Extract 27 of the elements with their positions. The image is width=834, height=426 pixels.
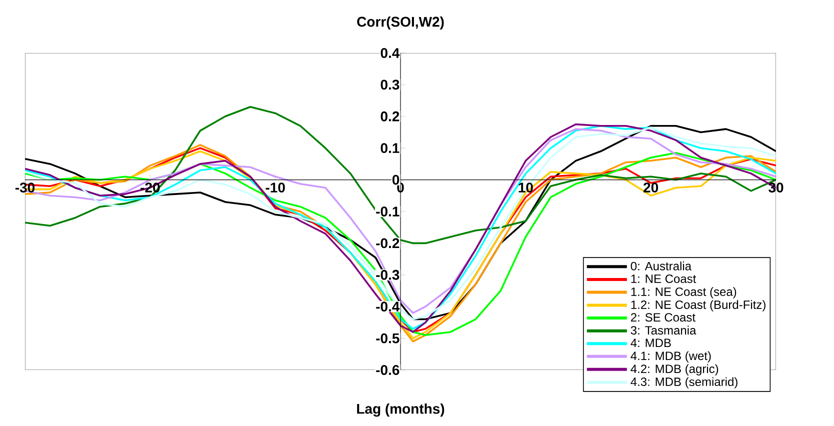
y-tick-label: 0.4 xyxy=(380,48,400,58)
legend-label: 4.2: MDB (agric) xyxy=(630,364,718,376)
y-tick-label: -0.2 xyxy=(376,238,400,248)
x-axis-title: Lag (months) xyxy=(357,404,444,417)
y-tick-label: -0.5 xyxy=(376,333,400,344)
y-tick-label: 0.2 xyxy=(380,111,400,122)
chart-title: Corr(SOI,W2) xyxy=(357,16,444,30)
y-tick-label: 0.1 xyxy=(380,143,400,154)
legend-label: 4.3: MDB (semiarid) xyxy=(630,377,738,388)
legend-label: 1.2: NE Coast (Burd-Fitz) xyxy=(631,300,766,312)
legend-label: 2: SE Coast xyxy=(630,313,696,322)
y-tick-label: -0.3 xyxy=(376,270,400,280)
y-tick-label: 0 xyxy=(392,174,400,185)
y-tick-label: -0.6 xyxy=(376,365,400,375)
y-tick-label: -0.1 xyxy=(376,206,400,216)
legend-label: 4: MDB xyxy=(630,338,671,348)
legend-label: 3: Tasmania xyxy=(630,326,696,335)
x-tick-label: 20 xyxy=(644,182,658,193)
x-tick-label: 30 xyxy=(768,182,784,193)
x-tick-label: -10 xyxy=(266,182,285,193)
legend-label: 4.1: MDB (wet) xyxy=(630,351,711,362)
y-tick-label: -0.4 xyxy=(376,302,400,312)
legend-label: 0: Australia xyxy=(630,262,692,270)
y-tick-label: 0.3 xyxy=(380,80,400,90)
legend-label: 1: NE Coast xyxy=(631,274,696,284)
legend-label: 1.1: NE Coast (sea) xyxy=(631,287,736,298)
x-tick-label: -30 xyxy=(15,182,35,193)
